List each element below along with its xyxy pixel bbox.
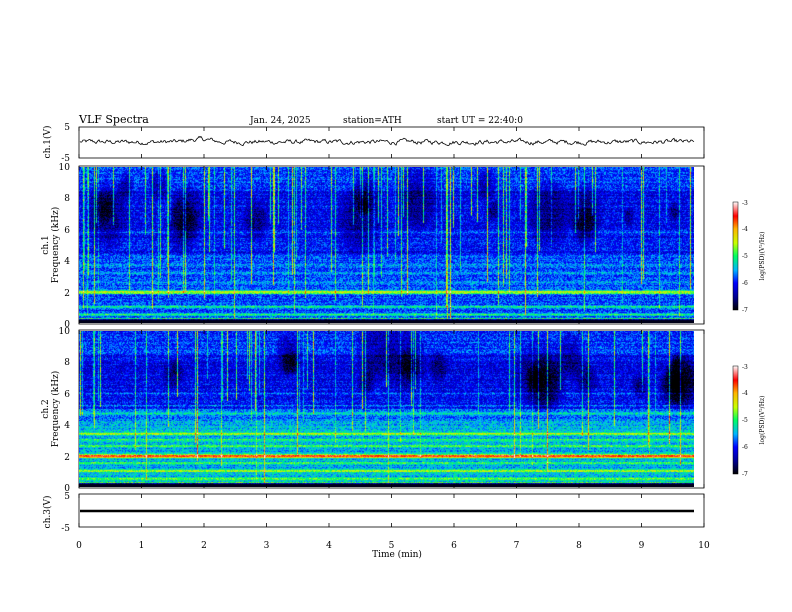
ch2-spec-ytick-8: 8 — [64, 358, 70, 368]
ch1-colorbar — [732, 201, 739, 311]
ch1-ytick-top: 5 — [64, 123, 70, 133]
ch2-colorbar — [732, 365, 739, 475]
ch2-spec-ylabel-frequency: Frequency (kHz) — [50, 371, 61, 448]
ch1-spec-ylabel-frequency: Frequency (kHz) — [50, 207, 61, 284]
cb1-label: log(PSD)(V²/Hz) — [759, 232, 766, 281]
start-time-label: start UT = 22:40:0 — [437, 116, 523, 126]
cb2-tick-3: -3 — [742, 364, 748, 371]
ch2-spec-ytick-0: 0 — [64, 484, 70, 494]
ch3-ytick-bottom: -5 — [61, 524, 70, 534]
ch2-spec-ylabel-channel: ch.2 — [41, 399, 51, 418]
ch2-spectrogram-panel: 0 2 4 6 8 10 ch.2 Frequency (kHz) -3 -4 … — [41, 327, 766, 494]
ch3-ylabel: ch.3(V) — [42, 496, 53, 529]
x-tick-label: 1 — [139, 541, 145, 551]
cb1-tick-5: -5 — [742, 253, 748, 260]
ch1-spectrogram-canvas — [79, 167, 694, 323]
ch1-spec-ytick-6: 6 — [64, 226, 70, 236]
cb2-tick-7: -7 — [742, 471, 748, 478]
cb1-tick-7: -7 — [742, 307, 748, 314]
figure-title: VLF Spectra — [78, 113, 149, 126]
ch1-ytick-bottom: -5 — [61, 154, 70, 164]
ch2-spec-ytick-4: 4 — [64, 421, 70, 431]
ch2-spec-ytick-10: 10 — [59, 327, 71, 337]
x-tick-label: 4 — [326, 541, 332, 551]
ch1-spectrogram-panel: 0 2 4 6 8 10 ch.1 Frequency (kHz) -3 -4 … — [41, 163, 766, 330]
ch1-spec-ytick-0: 0 — [64, 320, 70, 330]
cb2-tick-5: -5 — [742, 417, 748, 424]
station-label: station=ATH — [343, 116, 402, 126]
x-tick-label: 5 — [389, 541, 395, 551]
x-tick-label: 0 — [76, 541, 82, 551]
ch1-spec-ylabel-channel: ch.1 — [41, 235, 51, 254]
ch2-spectrogram-canvas — [79, 331, 694, 487]
ch3-trace-panel: 5 -5 ch.3(V) — [42, 492, 705, 534]
x-tick-label: 9 — [639, 541, 645, 551]
ch1-spec-ytick-4: 4 — [64, 257, 70, 267]
ch1-trace-line — [79, 135, 695, 147]
x-tick-label: 2 — [201, 541, 207, 551]
ch2-spec-ytick-2: 2 — [64, 453, 70, 463]
ch1-spec-ytick-8: 8 — [64, 194, 70, 204]
cb2-tick-6: -6 — [742, 444, 748, 451]
x-tick-label: 7 — [514, 541, 520, 551]
cb1-tick-3: -3 — [742, 200, 748, 207]
x-tick-label: 10 — [698, 541, 710, 551]
ch1-trace-panel: 5 -5 ch.1(V) — [42, 123, 705, 164]
x-axis-label: Time (min) — [372, 549, 422, 560]
ch1-spec-ytick-2: 2 — [64, 289, 70, 299]
date-label: Jan. 24, 2025 — [249, 116, 311, 126]
ch1-ylabel: ch.1(V) — [42, 126, 53, 159]
x-tick-label: 6 — [451, 541, 457, 551]
cb2-label: log(PSD)(V²/Hz) — [759, 396, 766, 445]
ch2-spec-ytick-6: 6 — [64, 390, 70, 400]
ch1-spec-ytick-10: 10 — [59, 163, 71, 173]
x-axis: 0 1 2 3 4 5 6 7 8 9 10 — [76, 127, 710, 551]
ch3-ytick-top: 5 — [64, 492, 70, 502]
cb1-tick-6: -6 — [742, 280, 748, 287]
cb2-tick-4: -4 — [742, 390, 748, 397]
x-tick-label: 8 — [576, 541, 582, 551]
x-tick-label: 3 — [264, 541, 270, 551]
cb1-tick-4: -4 — [742, 226, 748, 233]
